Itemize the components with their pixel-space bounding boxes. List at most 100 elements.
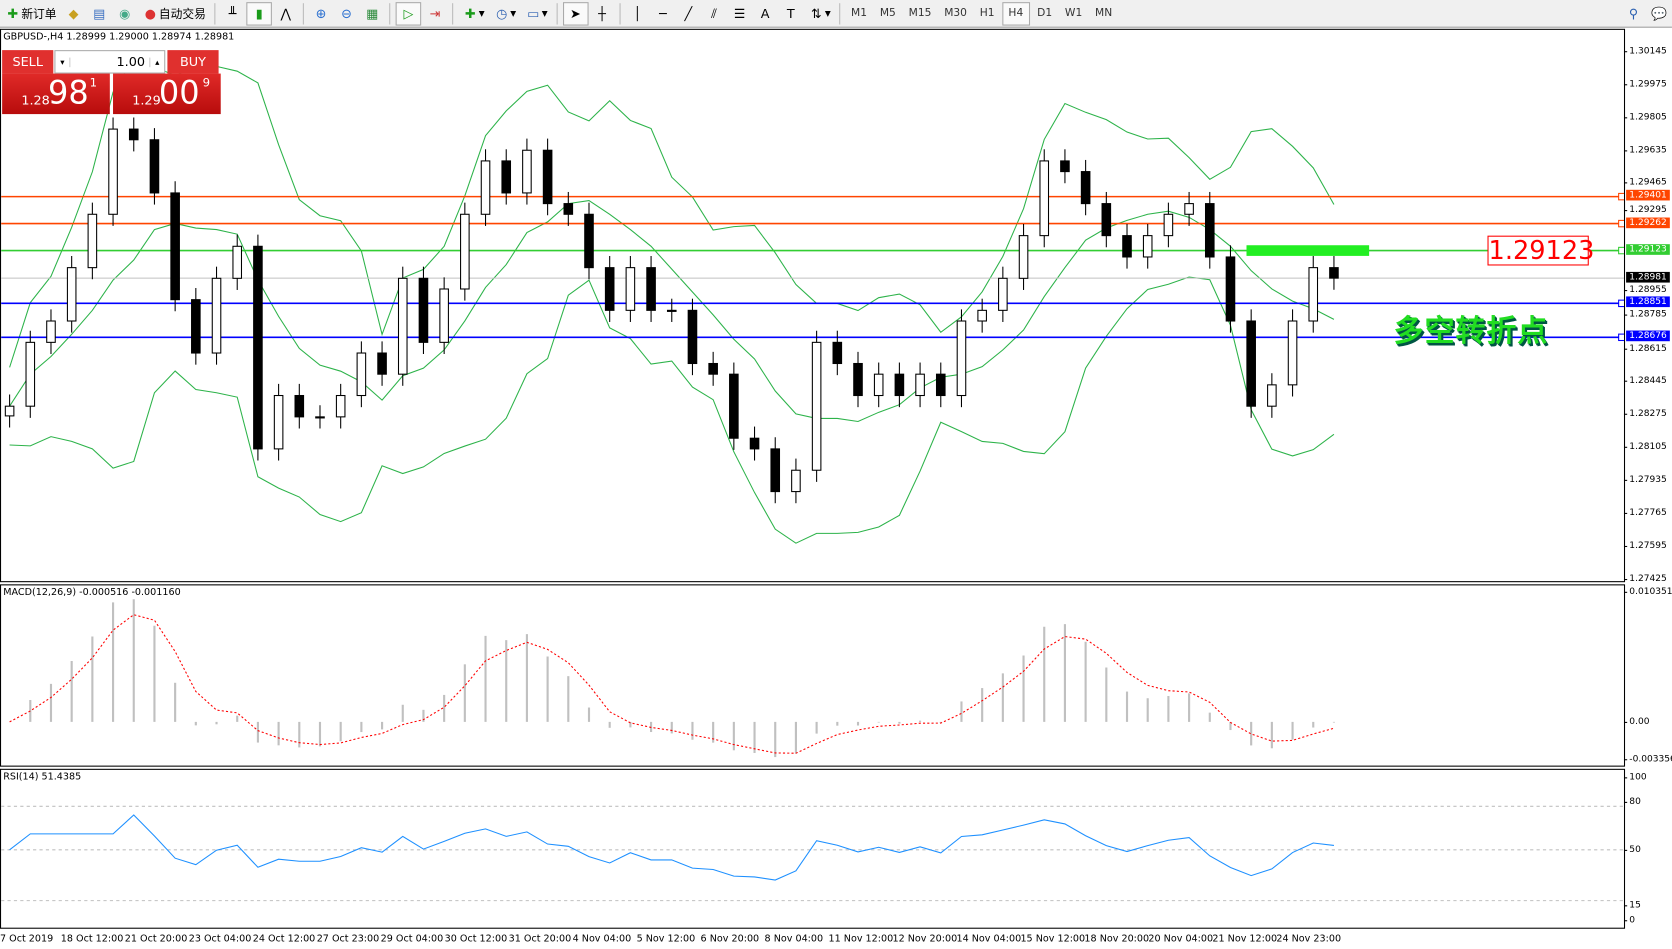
auto-scroll-button[interactable]: ▷ bbox=[395, 1, 422, 26]
timeframe-m15[interactable]: M15 bbox=[908, 7, 932, 20]
candle-body bbox=[128, 128, 139, 141]
candle-body bbox=[791, 469, 801, 493]
candle-body bbox=[315, 416, 325, 419]
candle-body bbox=[211, 277, 222, 354]
cursor-button[interactable]: ➤ bbox=[562, 1, 589, 26]
time-axis[interactable]: 7 Oct 2019 18 Oct 12:00 21 Oct 20:00 23 Oct… bbox=[0, 929, 1625, 949]
one-click-trading-panel: SELL ▾ 1.00 ▴ BUY 1.28 98 1 1.29 00 9 bbox=[2, 50, 221, 115]
price-chart[interactable]: GBPUSD-,H4 1.28999 1.29000 1.28974 1.289… bbox=[0, 28, 1626, 583]
candle-chart-button[interactable]: ▮ bbox=[246, 1, 272, 26]
arrows-button[interactable]: ⇅ ▾ bbox=[805, 2, 834, 25]
candle-body bbox=[1122, 235, 1132, 258]
lot-size-input[interactable]: 1.00 bbox=[116, 54, 146, 70]
trendline-button[interactable]: ╱ bbox=[677, 2, 700, 25]
channel-icon: ⫽ bbox=[711, 5, 717, 21]
candle-body bbox=[1018, 235, 1029, 279]
lot-decrease-button[interactable]: ▾ bbox=[55, 57, 71, 67]
date-label: 12 Nov 20:00 bbox=[892, 934, 958, 945]
price-axis[interactable]: 1.30145 1.29975 1.29805 1.29635 1.29465 1.292… bbox=[1623, 29, 1672, 584]
tile-windows-button[interactable]: ▦ bbox=[360, 2, 383, 25]
level-price-marker[interactable]: 1.28676 bbox=[1626, 330, 1670, 342]
indicators-button[interactable]: ✚ ▾ bbox=[459, 2, 488, 25]
bar-chart-button[interactable]: ╨ bbox=[221, 2, 244, 25]
level-price-marker[interactable]: 1.28851 bbox=[1626, 296, 1670, 308]
clock-icon: ◷ bbox=[496, 5, 508, 21]
candle-body bbox=[170, 192, 180, 301]
timeframe-h1[interactable]: H1 bbox=[979, 7, 995, 20]
label-button[interactable]: T bbox=[779, 2, 802, 25]
level-anchor bbox=[1618, 192, 1624, 201]
new-order-button[interactable]: ✚ 新订单 bbox=[1, 2, 60, 25]
timeframe-h4[interactable]: H4 bbox=[1002, 1, 1030, 26]
date-label: 20 Nov 04:00 bbox=[1148, 934, 1214, 945]
macd-panel[interactable]: MACD(12,26,9) -0.000516 -0.001160 bbox=[0, 584, 1626, 767]
candle-body bbox=[1184, 203, 1194, 215]
level-price-marker[interactable]: 1.29123 bbox=[1626, 244, 1670, 255]
rsi-label: RSI(14) 51.4385 bbox=[3, 772, 82, 783]
ask-price[interactable]: 1.29 00 9 bbox=[113, 73, 221, 115]
candle-body bbox=[584, 213, 594, 269]
periods-button[interactable]: ◷ ▾ bbox=[490, 2, 519, 25]
chat-button[interactable]: 💬 bbox=[1647, 2, 1670, 25]
search-button[interactable]: ⚲ bbox=[1622, 2, 1645, 25]
timeframe-d1[interactable]: D1 bbox=[1037, 7, 1053, 20]
timeframe-m30[interactable]: M30 bbox=[944, 7, 967, 20]
timeframe-w1[interactable]: W1 bbox=[1064, 7, 1083, 20]
date-label: 30 Oct 12:00 bbox=[444, 934, 508, 945]
navigator-button[interactable]: ◉ bbox=[113, 2, 136, 25]
vertical-line-button[interactable]: │ bbox=[625, 2, 648, 25]
lot-increase-button[interactable]: ▴ bbox=[149, 57, 164, 67]
zoom-out-button[interactable]: ⊖ bbox=[335, 2, 358, 25]
annotation-price-label[interactable]: 1.29123 bbox=[1487, 235, 1595, 266]
candle-body bbox=[460, 213, 470, 290]
candle-body bbox=[853, 362, 863, 397]
level-price-marker[interactable]: 1.29401 bbox=[1626, 190, 1670, 201]
buy-button[interactable]: BUY bbox=[167, 50, 219, 74]
chart-shift-button[interactable]: ⇥ bbox=[423, 2, 446, 25]
timeframe-m5[interactable]: M5 bbox=[879, 7, 896, 20]
crosshair-button[interactable]: ┼ bbox=[590, 2, 613, 25]
cursor-icon: ➤ bbox=[570, 5, 581, 21]
candle-body bbox=[377, 352, 387, 375]
zoom-in-button[interactable]: ⊕ bbox=[309, 2, 332, 25]
market-watch-button[interactable]: ◆ bbox=[62, 2, 85, 25]
rsi-axis: 100 80 50 15 0 bbox=[1623, 772, 1647, 926]
date-label: 29 Oct 04:00 bbox=[380, 934, 444, 945]
price-chart-canvas bbox=[1, 57, 1624, 544]
price-tick: 1.28445 bbox=[1623, 375, 1667, 387]
fibonacci-button[interactable]: ☰ bbox=[728, 2, 751, 25]
candle-body bbox=[687, 309, 698, 365]
templates-button[interactable]: ▭ ▾ bbox=[521, 2, 550, 25]
level-anchor bbox=[1618, 333, 1624, 342]
line-chart-button[interactable]: ⋀ bbox=[274, 2, 297, 25]
price-tick: 1.27595 bbox=[1623, 540, 1667, 552]
data-window-button[interactable]: ▤ bbox=[87, 2, 110, 25]
auto-trade-button[interactable]: ● 自动交易 bbox=[139, 2, 209, 25]
horizontal-line-button[interactable]: ─ bbox=[651, 2, 674, 25]
candle-body bbox=[542, 149, 553, 205]
timeframe-m1[interactable]: M1 bbox=[851, 7, 868, 20]
price-tick: 1.29975 bbox=[1623, 78, 1667, 90]
rsi-panel[interactable]: RSI(14) 51.4385 bbox=[0, 768, 1626, 929]
timeframe-mn[interactable]: MN bbox=[1095, 7, 1113, 20]
sell-button[interactable]: SELL bbox=[2, 50, 54, 74]
annotation-text[interactable]: 多空转折点 bbox=[1393, 313, 1549, 349]
add-indicator-icon: ✚ bbox=[464, 5, 476, 21]
price-tick: 1.27765 bbox=[1623, 507, 1667, 519]
candle-body bbox=[935, 373, 946, 397]
vertical-line-icon: │ bbox=[633, 5, 642, 21]
fibonacci-icon: ☰ bbox=[733, 5, 746, 21]
candle-body bbox=[1039, 160, 1050, 237]
bid-price[interactable]: 1.28 98 1 bbox=[2, 73, 110, 115]
candle-body bbox=[563, 203, 574, 215]
text-button[interactable]: A bbox=[753, 2, 776, 25]
date-label: 15 Nov 12:00 bbox=[1020, 934, 1086, 945]
candle-body bbox=[418, 277, 429, 343]
channel-button[interactable]: ⫽ bbox=[702, 2, 725, 25]
date-label: 7 Oct 2019 bbox=[0, 934, 54, 945]
candle-body bbox=[1163, 213, 1174, 237]
candle-body bbox=[1329, 267, 1339, 279]
lot-size-stepper[interactable]: ▾ 1.00 ▴ bbox=[54, 50, 166, 74]
level-price-marker[interactable]: 1.29262 bbox=[1626, 217, 1670, 228]
candle-body bbox=[894, 373, 905, 397]
